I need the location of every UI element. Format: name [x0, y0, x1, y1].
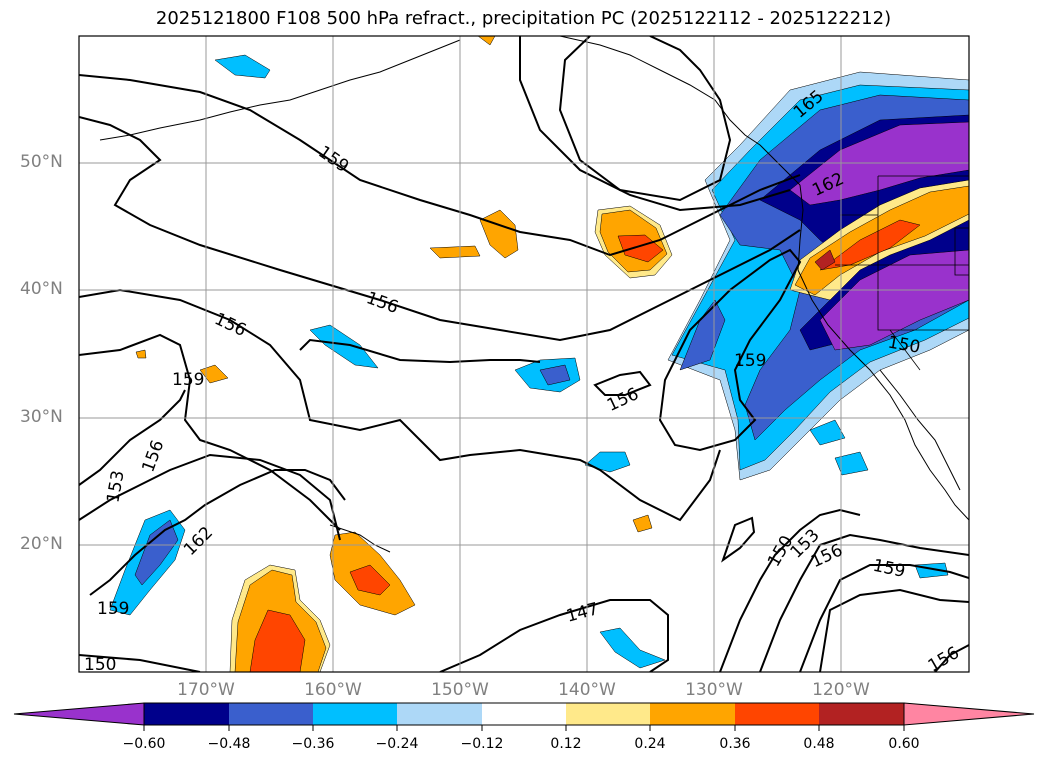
contour-156-west: [79, 288, 721, 522]
contour-159-sw: [79, 333, 341, 531]
contour-150-south: [79, 654, 201, 672]
colorbar-tick-label: 0.48: [803, 736, 835, 752]
negative-blob-e: [599, 627, 666, 669]
contour-153-se: [759, 533, 969, 672]
negative-blob-west-blue: [134, 519, 179, 586]
positive-blob-l: [477, 36, 496, 46]
lon-label-140w: 140°W: [558, 680, 616, 700]
contour-right-small: [721, 516, 756, 563]
positive-blob-south-red: [249, 609, 306, 672]
lon-label-170w: 170°W: [177, 680, 235, 700]
plot-area: 165 159 162 156 156 159 159 153 156 156 …: [79, 36, 969, 675]
contour-label: 159: [172, 370, 204, 390]
colorbar-tick-label: 0.24: [634, 736, 666, 752]
colorbar-swatch: [819, 703, 904, 725]
contour-north-arc: [519, 36, 791, 212]
state-boundaries: [835, 175, 969, 371]
colorbar-tick-label: 0.36: [719, 736, 751, 752]
negative-blob-d: [214, 54, 271, 79]
colorbar: [13, 702, 1035, 731]
positive-blob-i: [632, 514, 653, 533]
colorbar-frame: [143, 702, 905, 726]
colorbar-tick-label: 0.12: [550, 736, 582, 752]
contour-162: [89, 469, 346, 596]
negative-blob-c: [309, 324, 379, 369]
lat-label-50n: 50°N: [20, 152, 63, 172]
positive-blob-hawaii-red: [349, 564, 391, 596]
plot-frame: [78, 35, 970, 673]
contour-lower-left: [79, 453, 341, 541]
contour-trough: [658, 248, 802, 452]
contour-label: 159: [734, 351, 766, 371]
negative-band-purple-south: [819, 249, 969, 351]
aleutian-chain: [99, 39, 461, 141]
contour-147: [439, 599, 669, 672]
lon-label-160w: 160°W: [304, 680, 362, 700]
colorbar-tick-label: −0.36: [291, 736, 335, 752]
negative-blob-b: [584, 451, 631, 473]
colorbar-tick-label: −0.12: [460, 736, 504, 752]
colorbar-swatch: [566, 703, 650, 725]
map-title: 2025121800 F108 500 hPa refract., precip…: [155, 8, 892, 29]
colorbar-extend-high: [903, 702, 1035, 726]
contour-150-se: [719, 508, 861, 672]
contour-153: [79, 389, 186, 486]
contour-curl: [593, 370, 652, 396]
hawaii: [329, 524, 391, 553]
contour-label: 159: [97, 599, 129, 619]
colorbar-swatch: [397, 703, 482, 725]
colorbar-swatch: [144, 703, 229, 725]
lat-label-40n: 40°N: [20, 279, 63, 299]
colorbar-swatch: [313, 703, 397, 725]
contour-156-mid: [299, 338, 541, 364]
contour-label: 150: [84, 655, 116, 675]
contour-159-north: [79, 74, 801, 257]
colorbar-tick-label: −0.60: [122, 736, 166, 752]
colorbar-swatch: [482, 703, 566, 725]
contour-156-right: [934, 644, 969, 672]
colorbar-tick-label: 0.60: [888, 736, 920, 752]
negative-blob-a-blue: [539, 364, 571, 386]
contour-156-north: [79, 116, 801, 342]
positive-blob-k: [135, 349, 147, 359]
colorbar-tick-label: −0.24: [375, 736, 419, 752]
colorbar-tick-label: −0.48: [207, 736, 251, 752]
positive-band-ca-dark: [814, 249, 836, 271]
lat-label-20n: 20°N: [20, 534, 63, 554]
colorbar-swatch: [735, 703, 819, 725]
colorbar-swatch: [229, 703, 313, 725]
negative-blob-f: [809, 419, 846, 446]
positive-blob-j: [199, 364, 229, 384]
lon-label-150w: 150°W: [431, 680, 489, 700]
gridlines: [79, 36, 969, 672]
colorbar-extend-low: [13, 702, 145, 726]
contour-156-se: [799, 564, 969, 672]
colorbar-swatch: [650, 703, 735, 725]
lon-label-130w: 130°W: [685, 680, 743, 700]
lon-label-120w: 120°W: [812, 680, 870, 700]
contour-159-se: [819, 588, 969, 672]
negative-blob-g: [834, 451, 869, 476]
baja: [879, 369, 961, 491]
contour-alaska-ring: [558, 36, 732, 202]
lat-label-30n: 30°N: [20, 407, 63, 427]
contour-lines: [79, 36, 969, 672]
west-coast: [797, 184, 969, 521]
